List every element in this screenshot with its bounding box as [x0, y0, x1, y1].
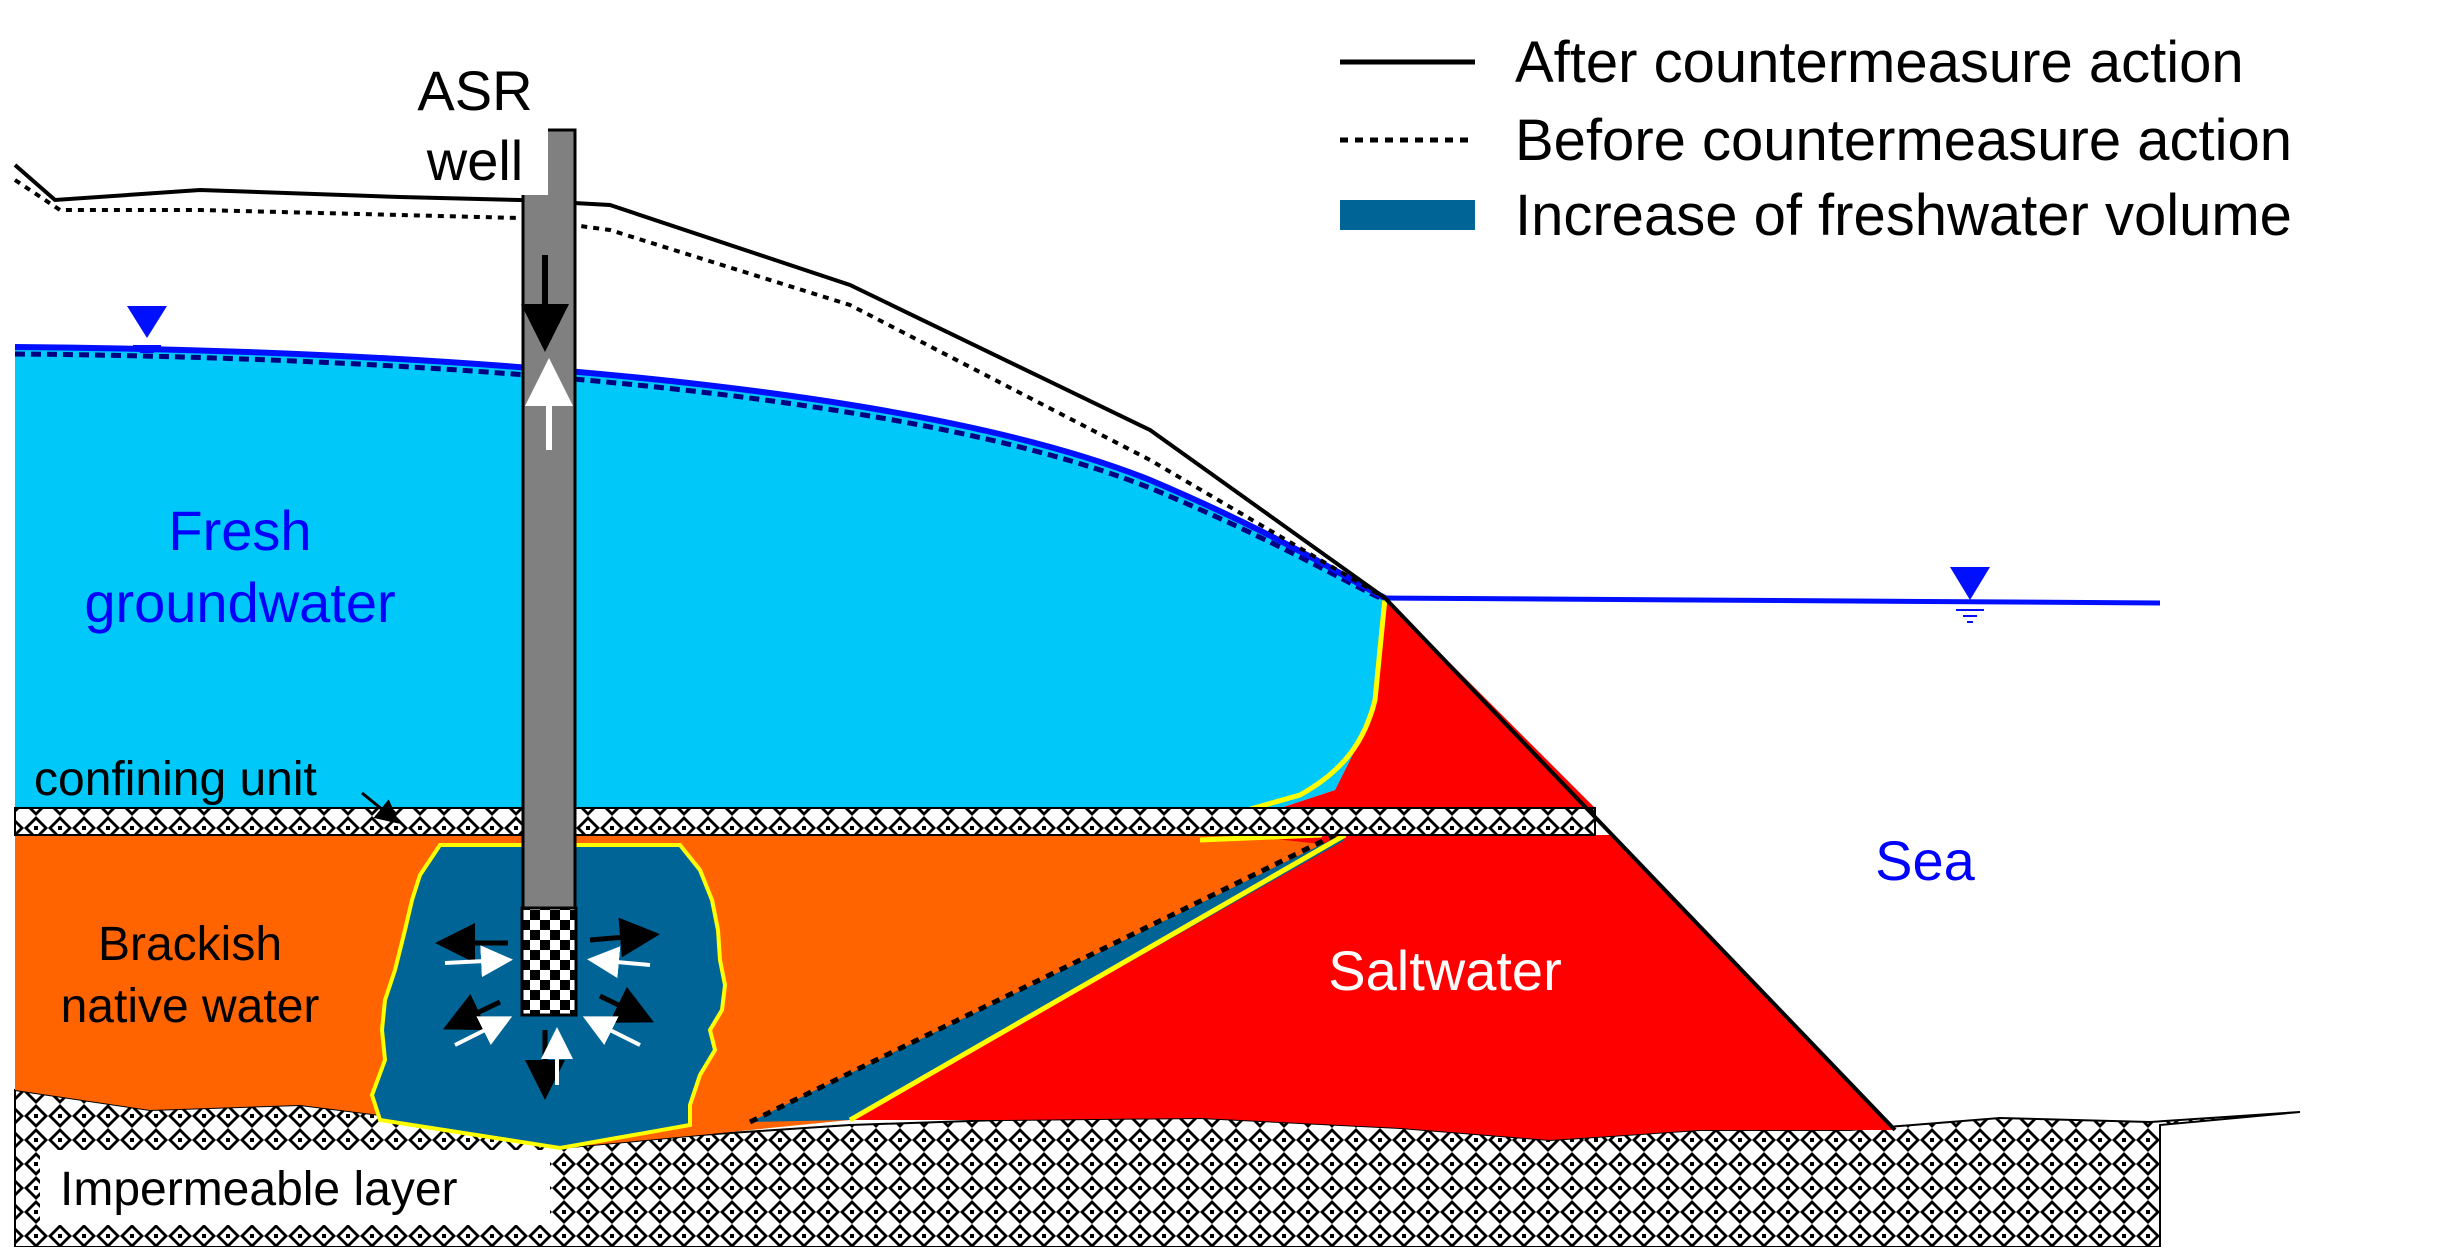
water-table-triangle-icon: [1950, 567, 1990, 623]
legend-label-before: Before countermeasure action: [1515, 108, 2292, 173]
brackish-label: native water: [61, 980, 320, 1033]
fresh-label: Fresh: [168, 499, 311, 562]
flow-arrow-icon: [454, 1016, 513, 1047]
sea-slope: [1383, 596, 1897, 1132]
flow-arrow-icon: [582, 1016, 641, 1047]
ground-surface-before: [13, 178, 1387, 600]
injection-arrows: [435, 917, 660, 1100]
flow-arrow-icon: [589, 917, 660, 958]
legend-band-swatch: [1340, 200, 1475, 230]
flow-arrow-icon: [444, 945, 513, 978]
confining-pointer: [361, 791, 400, 824]
ground-surface-after: [13, 163, 1387, 600]
water-table-triangle-icon: [127, 306, 167, 353]
saltwater-wedge: [850, 598, 1895, 1140]
legend-label-increase: Increase of freshwater volume: [1515, 183, 2292, 248]
confining-label: confining unit: [34, 753, 317, 806]
water-table-before: [14, 351, 1386, 603]
freshwater-increase-wedge: [750, 838, 1345, 1122]
fresh-label: groundwater: [84, 571, 395, 634]
legend-label-after: After countermeasure action: [1515, 30, 2244, 95]
well-screen-icon: [520, 906, 578, 1017]
flow-arrow-icon: [598, 986, 654, 1023]
flow-arrow-icon: [587, 946, 651, 979]
sea-label: Sea: [1875, 829, 1975, 892]
before-interface-lower: [748, 832, 1337, 1125]
saltwater-label: Saltwater: [1328, 939, 1561, 1002]
well-label: well: [426, 129, 523, 192]
flow-arrow-icon: [442, 994, 502, 1031]
fresh-groundwater: [15, 347, 1385, 832]
after-interface-lower: [848, 832, 1347, 1123]
water-table-after: [14, 344, 1387, 601]
asr-well: [521, 128, 577, 910]
sea-surface: [1384, 595, 2161, 606]
well-label: ASR: [417, 59, 532, 122]
legend: After countermeasure action Before count…: [1340, 30, 2292, 248]
impermeable-label: Impermeable layer: [60, 1163, 458, 1216]
confining-unit: [14, 807, 1596, 836]
brackish-label: Brackish: [98, 918, 282, 971]
